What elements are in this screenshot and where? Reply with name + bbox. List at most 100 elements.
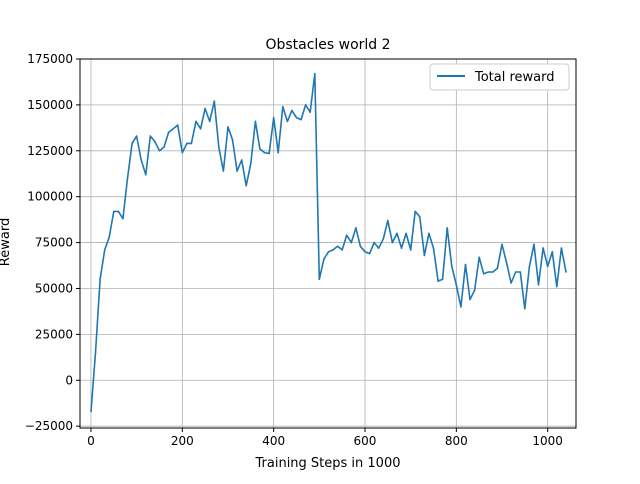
data-point (400, 247, 403, 249)
data-point (546, 265, 549, 268)
data-point (345, 234, 348, 236)
x-axis-label: Training Steps in 1000 (255, 456, 401, 471)
data-point (368, 252, 371, 255)
data-point (451, 265, 453, 268)
data-point (218, 146, 220, 148)
data-point (510, 282, 512, 284)
data-point (556, 285, 558, 288)
data-point (432, 247, 435, 249)
data-point (314, 72, 316, 75)
legend: Total reward (429, 63, 570, 91)
data-point (227, 126, 229, 128)
data-point (446, 227, 449, 229)
data-point (122, 217, 124, 220)
y-tick-label: 125000 (27, 144, 73, 158)
y-tick-label: 100000 (27, 190, 73, 204)
series-layer (90, 72, 567, 413)
data-point (336, 245, 339, 248)
data-point (213, 100, 216, 102)
data-point (99, 278, 101, 281)
x-tick-label: 200 (171, 434, 194, 448)
data-point (149, 135, 152, 137)
data-point (158, 150, 161, 152)
data-point (409, 249, 412, 251)
data-point (245, 184, 247, 187)
data-point (391, 241, 394, 244)
data-point (414, 210, 417, 213)
data-point (341, 249, 344, 251)
data-point (254, 120, 257, 123)
y-axis-label: Reward (0, 218, 13, 266)
y-tick-label: 75000 (35, 236, 73, 250)
x-tick-label: 1000 (532, 434, 563, 448)
data-point (126, 177, 129, 180)
data-point (163, 146, 165, 148)
legend-label: Total reward (474, 70, 555, 85)
data-point (117, 210, 120, 213)
data-point (382, 238, 385, 240)
data-point (560, 247, 563, 249)
data-point (204, 107, 206, 110)
data-point (222, 170, 225, 172)
data-point (478, 256, 481, 259)
data-point (501, 243, 503, 246)
data-point (140, 159, 142, 161)
data-point (113, 210, 115, 213)
data-point (455, 284, 458, 286)
data-point (496, 267, 499, 270)
data-point (428, 232, 430, 235)
y-tick-label: 25000 (35, 327, 73, 341)
data-point (323, 258, 325, 260)
data-point (327, 251, 330, 253)
data-point (176, 124, 179, 126)
data-point (487, 271, 490, 273)
data-point (537, 284, 540, 286)
data-point (272, 116, 275, 119)
data-point (268, 152, 270, 155)
data-point (236, 170, 238, 172)
x-tick-label: 800 (445, 434, 468, 448)
data-point (195, 120, 197, 123)
data-point (524, 307, 526, 310)
data-point (441, 278, 444, 281)
data-point (528, 265, 531, 268)
data-point (145, 173, 147, 176)
data-point (469, 298, 471, 301)
axes: 0 200 400 600 800 1000 −25000 0 25000 50000 75000 1… (25, 52, 563, 448)
data-point (199, 128, 202, 130)
y-tick-label: 175000 (27, 52, 73, 66)
data-point (350, 241, 353, 244)
data-point (355, 227, 357, 229)
data-point (172, 128, 174, 130)
data-point (94, 351, 97, 354)
data-point (309, 111, 312, 113)
data-point (135, 135, 138, 137)
data-point (263, 151, 266, 154)
data-point (90, 410, 92, 413)
x-tick-label: 400 (262, 434, 285, 448)
data-point (396, 232, 398, 235)
data-point (282, 105, 284, 108)
x-tick-label: 600 (354, 434, 377, 448)
data-point (103, 249, 106, 251)
data-point (208, 120, 211, 123)
grid (80, 58, 576, 428)
data-point (277, 151, 280, 154)
data-point (359, 245, 362, 248)
data-point (286, 120, 289, 123)
chart-title: Obstacles world 2 (265, 37, 390, 53)
plot-frame (79, 58, 577, 429)
data-point (387, 219, 389, 222)
data-point (514, 271, 517, 273)
data-point (167, 131, 170, 134)
data-point (565, 271, 567, 273)
data-point (423, 254, 426, 257)
data-point (231, 139, 234, 141)
data-point (405, 232, 407, 235)
data-point (473, 289, 476, 292)
data-point (437, 280, 439, 282)
data-point (332, 249, 334, 251)
y-tick-label: 0 (65, 373, 73, 387)
data-point (551, 251, 554, 253)
